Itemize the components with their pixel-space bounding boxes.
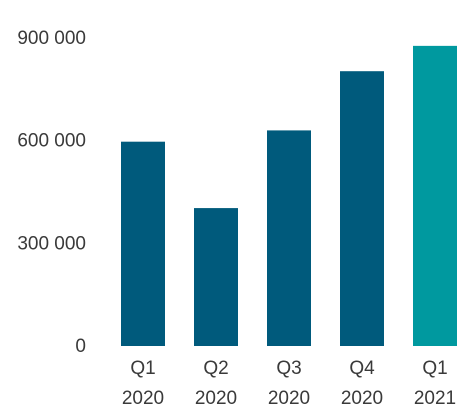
- x-axis: Q1 2020 Q2 2020 Q3 2020 Q4 2020 Q1 2021: [122, 358, 456, 409]
- x-tick-label: Q2: [203, 358, 228, 379]
- y-tick-label: 900 000: [17, 28, 86, 49]
- y-tick-label: 600 000: [17, 131, 86, 152]
- x-tick-label: Q1: [130, 358, 155, 379]
- x-tick-label: 2021: [414, 388, 456, 409]
- x-tick-label: Q1: [422, 358, 447, 379]
- bars: [121, 45, 457, 346]
- x-tick-label: 2020: [195, 388, 237, 409]
- bar: [267, 130, 311, 346]
- x-tick-label: 2020: [341, 388, 383, 409]
- bar: [413, 45, 457, 346]
- y-axis: 0 300 000 600 000 900 000: [17, 28, 86, 357]
- bar: [340, 71, 384, 346]
- y-tick-label: 0: [75, 336, 86, 357]
- x-tick-label: 2020: [122, 388, 164, 409]
- x-tick-label: 2020: [268, 388, 310, 409]
- bar: [121, 141, 165, 346]
- x-tick-label: Q3: [276, 358, 301, 379]
- y-tick-label: 300 000: [17, 233, 86, 254]
- bar: [194, 208, 238, 346]
- x-tick-label: Q4: [349, 358, 375, 379]
